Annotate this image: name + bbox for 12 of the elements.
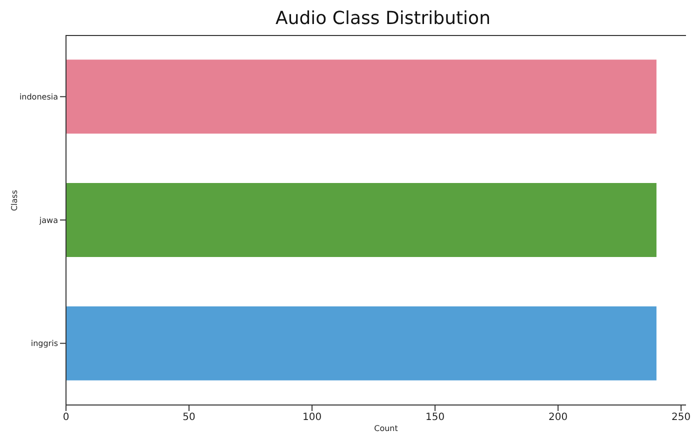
x-axis-title: Count xyxy=(373,424,399,433)
x-tick-label: 100 xyxy=(302,412,322,424)
y-tick-label: jawa xyxy=(38,216,58,225)
y-tick-label: indonesia xyxy=(19,92,58,102)
x-tick-label: 200 xyxy=(548,412,568,424)
x-tick-label: 50 xyxy=(182,412,196,424)
y-axis-title: Class xyxy=(10,189,20,211)
y-tick-label: inggris xyxy=(30,339,58,348)
x-tick-label: 0 xyxy=(62,412,70,424)
chart-title: Audio Class Distribution xyxy=(274,8,492,29)
x-tick-label: 150 xyxy=(426,412,445,424)
x-tick-label: 250 xyxy=(672,412,691,424)
